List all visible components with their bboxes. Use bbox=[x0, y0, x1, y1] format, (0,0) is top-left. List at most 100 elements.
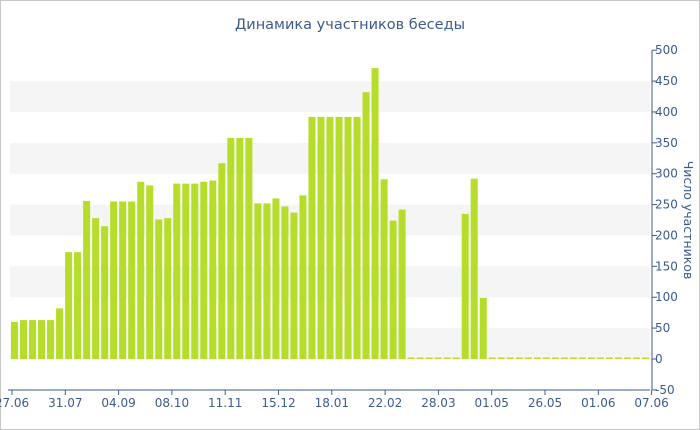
bar bbox=[281, 206, 289, 359]
bar bbox=[560, 357, 568, 359]
y-tick-label: 300 bbox=[655, 167, 678, 181]
bar bbox=[200, 181, 208, 359]
x-tick-label: 28.03 bbox=[421, 396, 455, 410]
bar bbox=[209, 180, 217, 359]
y-tick-label: -50 bbox=[655, 383, 675, 397]
bar bbox=[47, 320, 55, 359]
bar bbox=[101, 226, 109, 359]
bar bbox=[272, 198, 280, 359]
bar bbox=[155, 219, 163, 359]
y-tick-label: 0 bbox=[655, 352, 663, 366]
bar bbox=[452, 357, 460, 359]
bar bbox=[551, 357, 559, 359]
y-tick-label: 350 bbox=[655, 136, 678, 150]
bar bbox=[38, 320, 46, 359]
bar bbox=[110, 201, 118, 359]
bar bbox=[20, 320, 28, 359]
bar bbox=[227, 137, 235, 359]
bar bbox=[10, 321, 19, 359]
bar bbox=[443, 357, 451, 359]
bar bbox=[596, 357, 604, 359]
y-tick-label: 150 bbox=[655, 259, 678, 273]
bar bbox=[74, 252, 82, 359]
x-tick-label: 22.02 bbox=[368, 396, 402, 410]
bar bbox=[479, 297, 487, 359]
bar bbox=[56, 308, 64, 359]
x-tick-label: 07.06 bbox=[634, 396, 668, 410]
bar bbox=[92, 218, 100, 359]
y-tick-label: 200 bbox=[655, 228, 678, 242]
bar bbox=[407, 357, 415, 359]
bar bbox=[245, 137, 253, 359]
bar bbox=[533, 357, 541, 359]
bar bbox=[65, 252, 73, 359]
bar bbox=[191, 183, 199, 359]
bar bbox=[128, 201, 136, 359]
bar bbox=[344, 116, 352, 359]
bar bbox=[236, 137, 244, 359]
bar bbox=[578, 357, 586, 359]
bar bbox=[416, 357, 424, 359]
bar bbox=[434, 357, 442, 359]
x-tick-label: 26.05 bbox=[528, 396, 562, 410]
chart-title: Динамика участников беседы bbox=[235, 17, 465, 33]
x-tick-label: 08.10 bbox=[155, 396, 189, 410]
x-tick-label: 11.11 bbox=[208, 396, 242, 410]
bar bbox=[146, 185, 154, 359]
bar bbox=[632, 357, 640, 359]
axes: -50 0 50 100 150 200 250 300 350 400 450 500 27.06 31… bbox=[0, 43, 678, 410]
bar bbox=[164, 218, 172, 359]
bar bbox=[569, 357, 577, 359]
bar bbox=[218, 163, 226, 359]
bar bbox=[119, 201, 127, 359]
bar bbox=[398, 209, 406, 359]
bar bbox=[290, 212, 298, 359]
bar bbox=[506, 357, 514, 359]
bar bbox=[461, 213, 469, 359]
y-tick-label: 250 bbox=[655, 198, 678, 212]
bar bbox=[335, 116, 343, 359]
y-tick-label: 400 bbox=[655, 105, 678, 119]
bar bbox=[137, 181, 145, 359]
y-tick-label: 100 bbox=[655, 290, 678, 304]
bar bbox=[371, 68, 379, 359]
bar bbox=[425, 357, 433, 359]
bar bbox=[587, 357, 595, 359]
x-tick-label: 18.01 bbox=[315, 396, 349, 410]
bar bbox=[380, 179, 388, 359]
bar bbox=[299, 195, 307, 359]
bar bbox=[29, 320, 37, 359]
bar bbox=[326, 116, 334, 359]
grid-band bbox=[10, 81, 650, 112]
bar bbox=[470, 178, 478, 359]
bar bbox=[488, 357, 496, 359]
bar bbox=[173, 183, 181, 359]
bar bbox=[614, 357, 622, 359]
bar bbox=[254, 203, 262, 359]
x-tick-label: 27.06 bbox=[0, 396, 29, 410]
bars bbox=[10, 68, 650, 359]
bar bbox=[497, 357, 505, 359]
bar bbox=[308, 116, 316, 359]
bar bbox=[182, 183, 190, 359]
bar bbox=[623, 357, 631, 359]
y-axis-title: Число участников bbox=[681, 161, 696, 280]
bar bbox=[605, 357, 613, 359]
x-tick-label: 31.07 bbox=[48, 396, 82, 410]
bar bbox=[83, 200, 91, 359]
bar bbox=[524, 357, 532, 359]
bar bbox=[317, 116, 325, 359]
bar bbox=[353, 116, 361, 359]
bar bbox=[263, 203, 271, 359]
bar bbox=[641, 357, 650, 359]
x-tick-label: 04.09 bbox=[101, 396, 135, 410]
y-tick-label: 450 bbox=[655, 74, 678, 88]
y-tick-label: 50 bbox=[655, 321, 670, 335]
bar bbox=[542, 357, 550, 359]
bar bbox=[389, 220, 397, 359]
x-tick-label: 01.05 bbox=[475, 396, 509, 410]
y-tick-label: 500 bbox=[655, 43, 678, 57]
bar bbox=[362, 92, 370, 359]
x-tick-label: 01.06 bbox=[581, 396, 615, 410]
